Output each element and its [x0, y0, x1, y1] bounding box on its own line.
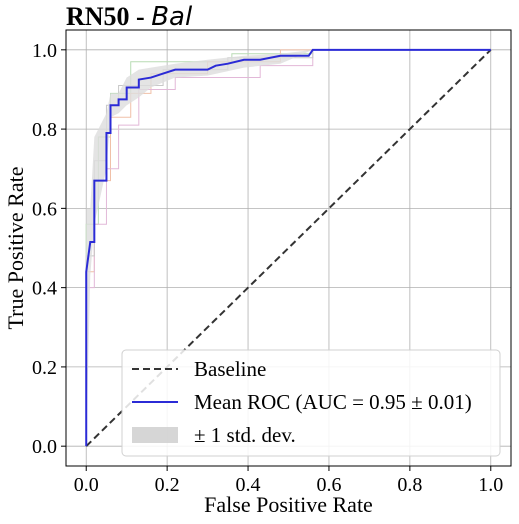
y-axis-label: True Positive Rate — [3, 167, 28, 330]
legend-label-1: Mean ROC (AUC = 0.95 ± 0.01) — [194, 390, 472, 414]
legend-box — [121, 349, 501, 457]
chart-title-prefix: RN50 - — [66, 2, 151, 31]
legend-handle-2 — [132, 427, 178, 443]
y-tick-label-0: 0.0 — [32, 436, 57, 458]
axis-ticks: 0.0 0.2 0.4 0.6 0.8 1.0 0.0 0.2 0.4 0.6 0.8 1.0 — [32, 40, 503, 496]
chart-title: RN50 - Bal — [66, 2, 193, 32]
y-tick-label-3: 0.6 — [32, 198, 57, 220]
x-tick-label-5: 1.0 — [478, 474, 503, 496]
grid — [66, 30, 511, 466]
legend-label-2: ± 1 std. dev. — [194, 423, 296, 447]
legend-label-0: Baseline — [194, 357, 266, 381]
mean-roc-line — [85, 48, 491, 447]
x-tick-label-0: 0.0 — [74, 474, 99, 496]
y-tick-label-5: 1.0 — [32, 40, 57, 62]
plot-frame — [65, 29, 512, 467]
y-tick-label-4: 0.8 — [32, 119, 57, 141]
x-tick-label-1: 0.2 — [155, 474, 180, 496]
y-tick-label-2: 0.4 — [32, 278, 57, 300]
x-tick-label-3: 0.6 — [316, 474, 341, 496]
x-tick-label-4: 0.8 — [397, 474, 422, 496]
y-tick-label-1: 0.2 — [32, 357, 57, 379]
legend: Baseline Mean ROC (AUC = 0.95 ± 0.01) ± 1 … — [121, 349, 501, 457]
chart-title-suffix: Bal — [151, 2, 193, 32]
x-tick-label-2: 0.4 — [236, 474, 261, 496]
x-axis-label: False Positive Rate — [204, 492, 373, 517]
